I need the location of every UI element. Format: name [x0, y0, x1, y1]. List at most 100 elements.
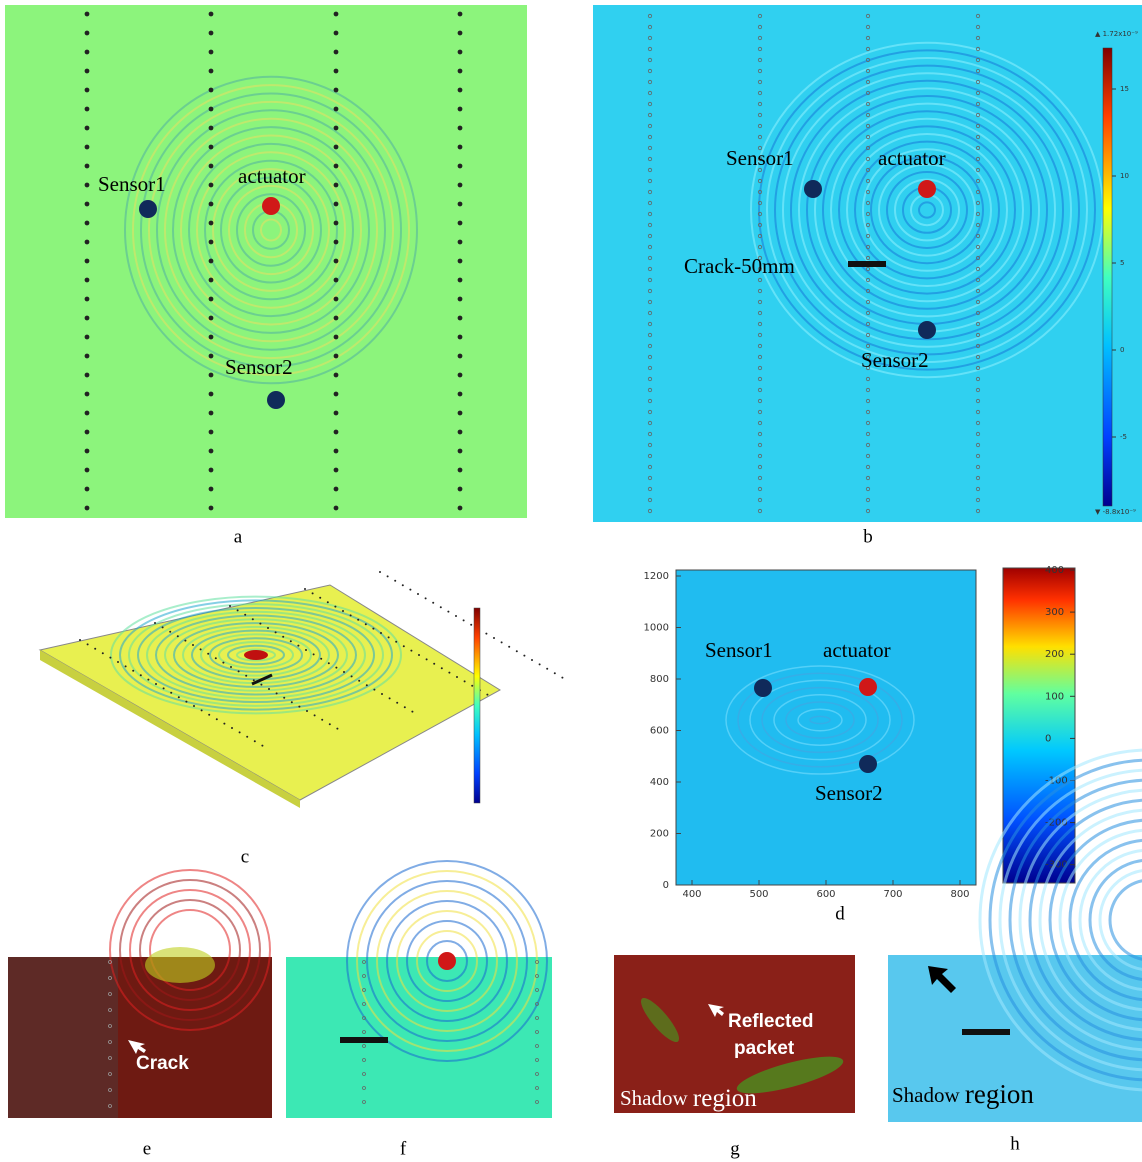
- bolt: [457, 68, 463, 74]
- ripple: [1058, 828, 1142, 1012]
- ripple: [227, 644, 285, 666]
- bolt: [321, 718, 324, 721]
- bolt: [535, 1016, 539, 1020]
- bolt: [647, 57, 653, 63]
- actuator-dot: [918, 180, 936, 198]
- bolt: [647, 497, 653, 503]
- ripple: [814, 102, 1040, 318]
- ripple: [109, 869, 271, 1031]
- bolt: [865, 442, 871, 448]
- bolt: [647, 35, 653, 41]
- bolt: [975, 68, 981, 74]
- bolt: [335, 666, 338, 669]
- bolt: [865, 387, 871, 393]
- bolt: [757, 123, 763, 129]
- ripple: [1068, 838, 1142, 1002]
- bolt: [333, 239, 339, 245]
- bolt: [975, 13, 981, 19]
- ripple: [376, 890, 518, 1032]
- bolt: [757, 343, 763, 349]
- bolt: [486, 693, 489, 696]
- bolt: [274, 631, 277, 634]
- crack: [340, 1037, 388, 1043]
- bolt: [161, 626, 164, 629]
- bolt: [333, 163, 339, 169]
- bolt: [757, 376, 763, 382]
- bolt: [757, 255, 763, 261]
- ripple: [894, 178, 960, 242]
- ripple: [1078, 848, 1142, 992]
- bolt: [975, 178, 981, 184]
- ripple: [209, 637, 303, 673]
- ripple: [260, 218, 282, 242]
- bolt: [229, 605, 231, 607]
- bolt: [333, 296, 339, 302]
- bolt: [865, 222, 871, 228]
- label: actuator: [878, 146, 946, 170]
- bolt: [757, 167, 763, 173]
- ripple: [790, 79, 1064, 341]
- bolt: [757, 24, 763, 30]
- bolt: [349, 614, 352, 617]
- crack: [251, 673, 273, 686]
- panel-f-field: [286, 957, 552, 1118]
- bolt: [975, 145, 981, 151]
- bolt: [333, 334, 339, 340]
- bolt: [439, 606, 442, 609]
- bolt: [865, 57, 871, 63]
- bolt: [208, 353, 214, 359]
- ripple: [129, 889, 251, 1011]
- bolt: [333, 49, 339, 55]
- bolt: [757, 244, 763, 250]
- label: packet: [734, 1038, 795, 1059]
- bolt: [222, 661, 225, 664]
- bolt: [410, 649, 413, 652]
- bolt: [305, 649, 307, 651]
- bolt: [757, 486, 763, 492]
- colorbar-tick-label: 100: [1045, 691, 1064, 702]
- bolt: [208, 391, 214, 397]
- bolt: [975, 299, 981, 305]
- colorbar-tick-label: 300: [1045, 607, 1064, 618]
- bolt: [259, 622, 262, 625]
- bolt: [109, 656, 112, 659]
- bolt: [380, 632, 382, 634]
- bolt: [417, 593, 419, 595]
- bolt: [84, 448, 90, 454]
- ripple: [1008, 778, 1142, 1062]
- pointer: [708, 1004, 724, 1017]
- bolt: [267, 627, 269, 629]
- bolt: [865, 354, 871, 360]
- bolt: [457, 429, 463, 435]
- bolt: [223, 722, 226, 725]
- actuator-dot: [859, 678, 877, 696]
- bolt: [865, 486, 871, 492]
- bolt: [975, 167, 981, 173]
- colorbar-tick-label: -5: [1120, 433, 1127, 441]
- bolt: [757, 266, 763, 272]
- bolt: [457, 448, 463, 454]
- bolt: [647, 167, 653, 173]
- bolt: [252, 679, 255, 682]
- bolt: [372, 627, 375, 630]
- colorbar: [1102, 47, 1113, 507]
- bolt: [328, 723, 331, 726]
- bolt: [865, 189, 871, 195]
- bolt: [373, 688, 376, 691]
- label: Sensor2: [225, 355, 293, 379]
- bolt: [208, 239, 214, 245]
- bolt: [757, 475, 763, 481]
- ripple: [797, 708, 843, 732]
- bolt: [208, 11, 214, 17]
- bolt: [289, 640, 292, 643]
- bolt: [333, 505, 339, 511]
- bolt: [362, 960, 366, 964]
- bolt: [457, 353, 463, 359]
- bolt: [647, 178, 653, 184]
- ripple: [838, 125, 1016, 295]
- pointer: [128, 1040, 146, 1054]
- ripple: [356, 870, 538, 1052]
- bolt-rows: [84, 11, 463, 511]
- bolt: [124, 665, 127, 668]
- bolt: [208, 182, 214, 188]
